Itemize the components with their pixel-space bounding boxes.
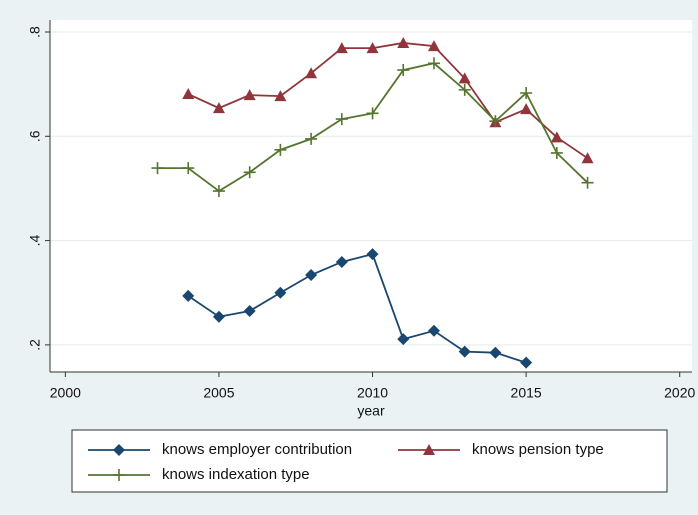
data-point	[489, 346, 502, 359]
legend-label: knows indexation type	[162, 466, 310, 483]
data-point	[243, 166, 256, 179]
data-point	[182, 88, 195, 100]
x-axis-title: year	[357, 403, 385, 419]
data-point	[366, 107, 379, 120]
plot-area	[50, 20, 692, 372]
x-tick-label: 2020	[664, 385, 695, 401]
data-point	[427, 324, 440, 337]
x-tick-label: 2015	[511, 385, 542, 401]
data-point	[243, 304, 256, 317]
data-point	[458, 72, 471, 84]
data-point	[427, 57, 440, 70]
y-tick-label: .2	[27, 339, 43, 351]
legend-label: knows employer contribution	[162, 441, 352, 458]
data-point	[397, 64, 410, 77]
data-point	[550, 146, 563, 159]
legend	[71, 429, 668, 493]
data-point	[489, 115, 502, 128]
legend-marker	[113, 444, 125, 456]
data-point	[243, 89, 256, 101]
data-point	[458, 345, 471, 358]
legend-marker	[113, 469, 125, 481]
data-point	[274, 143, 287, 156]
data-point	[212, 102, 225, 114]
y-tick-label: .4	[27, 235, 43, 247]
data-point	[366, 248, 379, 261]
data-point	[274, 90, 287, 102]
data-point	[212, 310, 225, 323]
x-tick-label: 2000	[50, 385, 81, 401]
series-line	[187, 42, 589, 159]
data-point	[520, 87, 533, 100]
data-point	[550, 131, 563, 143]
legend-label: knows pension type	[472, 441, 604, 458]
data-point	[520, 356, 533, 369]
data-point	[335, 255, 348, 268]
data-point	[182, 162, 195, 175]
y-tick-label: .8	[27, 26, 43, 38]
data-point	[427, 40, 440, 52]
data-point	[366, 42, 379, 54]
data-point	[581, 176, 594, 189]
data-point	[397, 36, 410, 48]
x-tick-label: 2005	[203, 385, 234, 401]
data-point	[274, 286, 287, 299]
data-point	[397, 333, 410, 346]
data-point	[458, 83, 471, 96]
data-point	[305, 269, 318, 282]
x-tick-label: 2010	[357, 385, 388, 401]
legend-marker	[423, 444, 435, 455]
data-point	[305, 67, 318, 79]
data-point	[151, 162, 164, 175]
data-point	[581, 152, 594, 164]
data-point	[212, 185, 225, 198]
data-point	[335, 42, 348, 54]
data-point	[335, 113, 348, 126]
data-point	[182, 289, 195, 302]
y-tick-label: .6	[27, 130, 43, 142]
data-point	[305, 132, 318, 145]
data-point	[520, 103, 533, 115]
